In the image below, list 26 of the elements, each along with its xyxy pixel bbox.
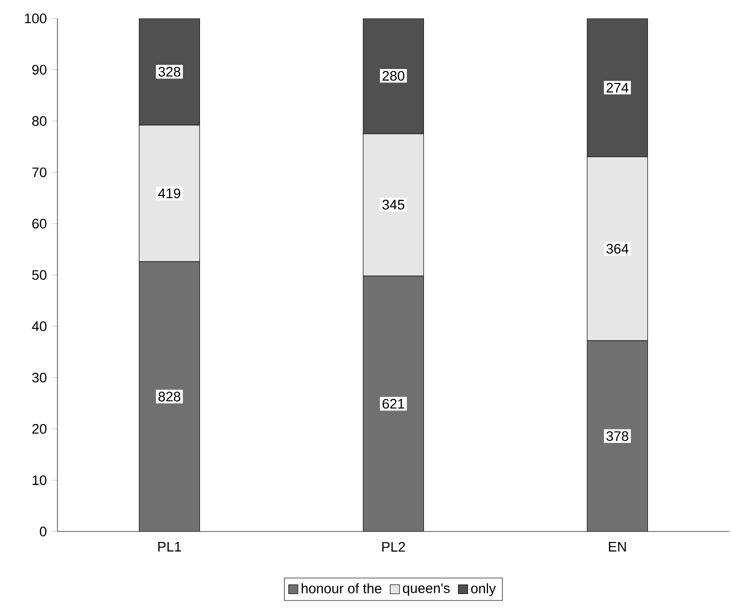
annotation: 419 (158, 188, 180, 198)
annotation: 328 (158, 66, 180, 77)
legend-label: only (471, 583, 496, 596)
y-tick-label: 70 (32, 167, 46, 178)
y-tick-label: 10 (32, 475, 46, 485)
y-tick-label: 60 (32, 218, 46, 228)
x-tick-label: EN (608, 542, 626, 552)
annotation: 378 (606, 431, 628, 441)
y-tick-label: 40 (32, 321, 46, 332)
y-tick-label: 0 (40, 526, 46, 536)
x-tick-label: PL1 (158, 542, 181, 552)
legend-label: honour of the (302, 583, 382, 594)
annotation: 828 (158, 392, 180, 402)
y-tick-label: 100 (25, 13, 46, 24)
annotation: 274 (606, 82, 628, 92)
y-tick-label: 90 (32, 64, 46, 74)
annotation: 280 (382, 70, 404, 81)
y-tick-label: 30 (32, 372, 46, 382)
annotation: 345 (382, 200, 404, 210)
annotation: 364 (606, 244, 628, 254)
legend-label: queen's (402, 583, 450, 596)
x-tick-label: PL2 (382, 542, 405, 552)
annotation: 621 (382, 398, 404, 409)
y-tick-label: 50 (32, 270, 46, 280)
y-tick-label: 20 (32, 424, 46, 434)
y-tick-label: 80 (32, 116, 46, 126)
